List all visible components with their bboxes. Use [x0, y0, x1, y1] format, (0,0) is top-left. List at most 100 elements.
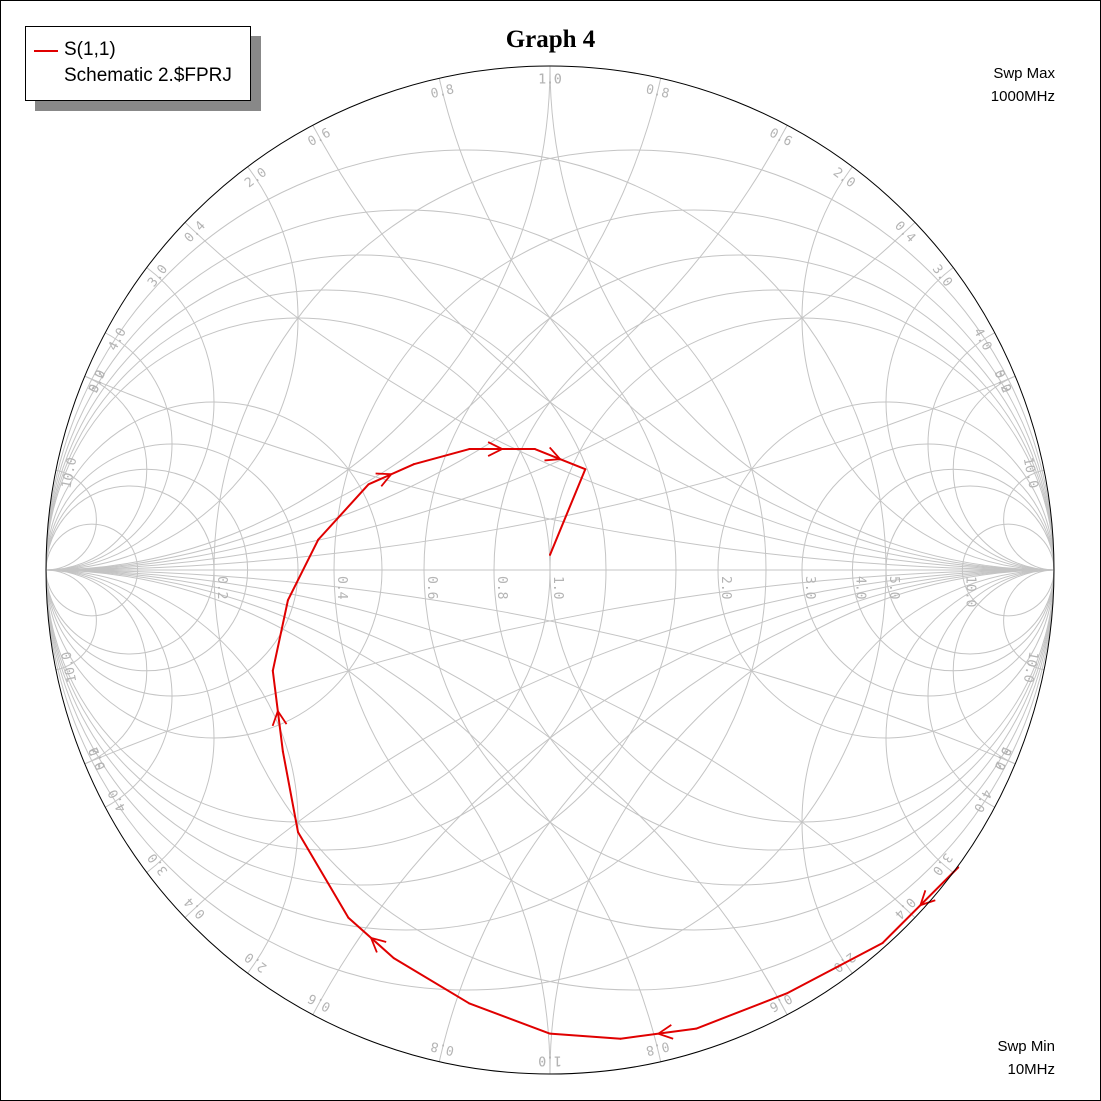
- direction-arrow: [271, 709, 288, 727]
- direction-arrow: [487, 441, 505, 457]
- data-point: [367, 483, 370, 486]
- circle-tick-label: 5.0: [991, 368, 1014, 395]
- axis-tick-label: 10.0: [962, 576, 977, 607]
- data-point: [317, 538, 320, 541]
- direction-arrow: [544, 446, 562, 462]
- data-point: [297, 831, 299, 834]
- legend-series-name: S(1,1): [64, 39, 116, 60]
- chart-title: Graph 4: [505, 26, 596, 53]
- axis-tick-label: 2.0: [718, 576, 733, 599]
- susceptance-arc: [46, 569, 1054, 1074]
- sweep-min-marker: Swp Min 10MHz: [997, 1035, 1055, 1081]
- circle-tick-label: 2.0: [830, 165, 858, 191]
- circle-tick-label: 1.0: [538, 1052, 561, 1067]
- susceptance-arc: [46, 569, 887, 1074]
- legend-line-swatch: [34, 50, 58, 52]
- reactance-arc: [423, 569, 1054, 1074]
- axis-tick-label: 0.2: [214, 576, 229, 599]
- data-point: [619, 1037, 622, 1040]
- data-point: [785, 992, 788, 995]
- resistance-circle: [333, 209, 1054, 931]
- susceptance-arc: [46, 569, 299, 1074]
- conductance-circle: [46, 254, 677, 886]
- sweep-max-value: 1000MHz: [990, 88, 1055, 105]
- legend-series-source: Schematic 2.$FPRJ: [64, 65, 232, 86]
- data-point: [286, 599, 289, 602]
- data-point: [347, 916, 350, 919]
- s11-curve: [271, 448, 959, 1040]
- circle-tick-label: 10.0: [59, 650, 80, 684]
- circle-tick-label: 10.0: [1020, 650, 1041, 684]
- data-point: [271, 669, 274, 672]
- reactance-arc: [549, 569, 1054, 1074]
- circle-tick-label: 4.0: [106, 326, 130, 354]
- reactance-arc: [952, 367, 1054, 571]
- reactance-arc: [885, 569, 1054, 907]
- data-point: [468, 1002, 471, 1005]
- circle-tick-label: 5.0: [86, 745, 109, 772]
- circle-tick-label: 10.0: [1020, 456, 1041, 490]
- resistance-circle: [493, 289, 1054, 851]
- susceptance-arc: [46, 468, 97, 571]
- resistance-circle: [423, 254, 1054, 886]
- sweep-min-value: 10MHz: [1007, 1061, 1055, 1078]
- data-point: [549, 553, 551, 556]
- resistance-circle: [961, 523, 1054, 617]
- reactance-arc: [927, 569, 1054, 823]
- circle-tick-label: 2.0: [242, 949, 270, 975]
- reactance-arc: [801, 569, 1054, 1074]
- direction-arrow: [369, 936, 387, 953]
- susceptance-arc: [46, 569, 551, 1074]
- direction-arrow: [375, 472, 394, 487]
- data-point: [695, 1027, 698, 1030]
- reactance-arc: [801, 66, 1054, 571]
- susceptance-arc: [46, 569, 1054, 1074]
- circle-tick-label: 0.8: [644, 82, 670, 102]
- conductance-circle: [46, 289, 607, 851]
- data-point: [584, 468, 587, 471]
- reactance-arc: [46, 569, 1054, 1074]
- circle-tick-label: 1.0: [538, 73, 561, 88]
- sweep-max-label: Swp Max: [993, 65, 1055, 82]
- susceptance-arc: [46, 569, 677, 1074]
- circle-tick-label: 0.8: [429, 82, 455, 102]
- circle-tick-label: 2.0: [242, 165, 270, 191]
- data-point: [533, 448, 536, 451]
- susceptance-arc: [46, 367, 148, 571]
- circle-tick-label: 1.0: [538, 1052, 561, 1067]
- circle-tick-label: 0.6: [306, 990, 334, 1014]
- susceptance-arc: [46, 233, 215, 571]
- circle-tick-label: 1.0: [538, 73, 561, 88]
- circle-tick-label: 0.6: [767, 990, 795, 1014]
- data-point: [281, 750, 284, 753]
- circle-tick-label: 0.6: [767, 126, 795, 150]
- data-point: [468, 448, 471, 451]
- reactance-arc: [952, 569, 1054, 773]
- circle-tick-label: 4.0: [970, 787, 994, 815]
- axis-tick-label: 0.8: [494, 576, 509, 599]
- reactance-arc: [927, 317, 1054, 571]
- data-point: [392, 957, 395, 960]
- susceptance-arc: [46, 569, 148, 773]
- resistance-circle: [885, 485, 1054, 655]
- sweep-max-marker: Swp Max 1000MHz: [991, 62, 1055, 108]
- unit-circle: [45, 65, 1055, 1075]
- legend[interactable]: S(1,1) Schematic 2.$FPRJ: [25, 26, 251, 101]
- axis-tick-label: 1.0: [550, 576, 565, 599]
- circle-tick-label: 10.0: [59, 456, 80, 490]
- susceptance-arc: [46, 66, 299, 571]
- circle-tick-label: 0.8: [644, 1038, 670, 1058]
- circle-tick-label: 0.8: [429, 1038, 455, 1058]
- sweep-min-label: Swp Min: [997, 1038, 1055, 1055]
- axis-tick-label: 3.0: [802, 576, 817, 599]
- reactance-arc: [213, 569, 1054, 1074]
- direction-arrow: [656, 1024, 674, 1040]
- susceptance-arc: [46, 569, 215, 907]
- susceptance-arc: [46, 569, 97, 672]
- axis-tick-label: 5.0: [886, 576, 901, 599]
- data-point: [881, 941, 884, 944]
- susceptance-arc: [46, 569, 173, 823]
- data-point: [549, 1032, 551, 1035]
- conductance-circle: [46, 485, 215, 655]
